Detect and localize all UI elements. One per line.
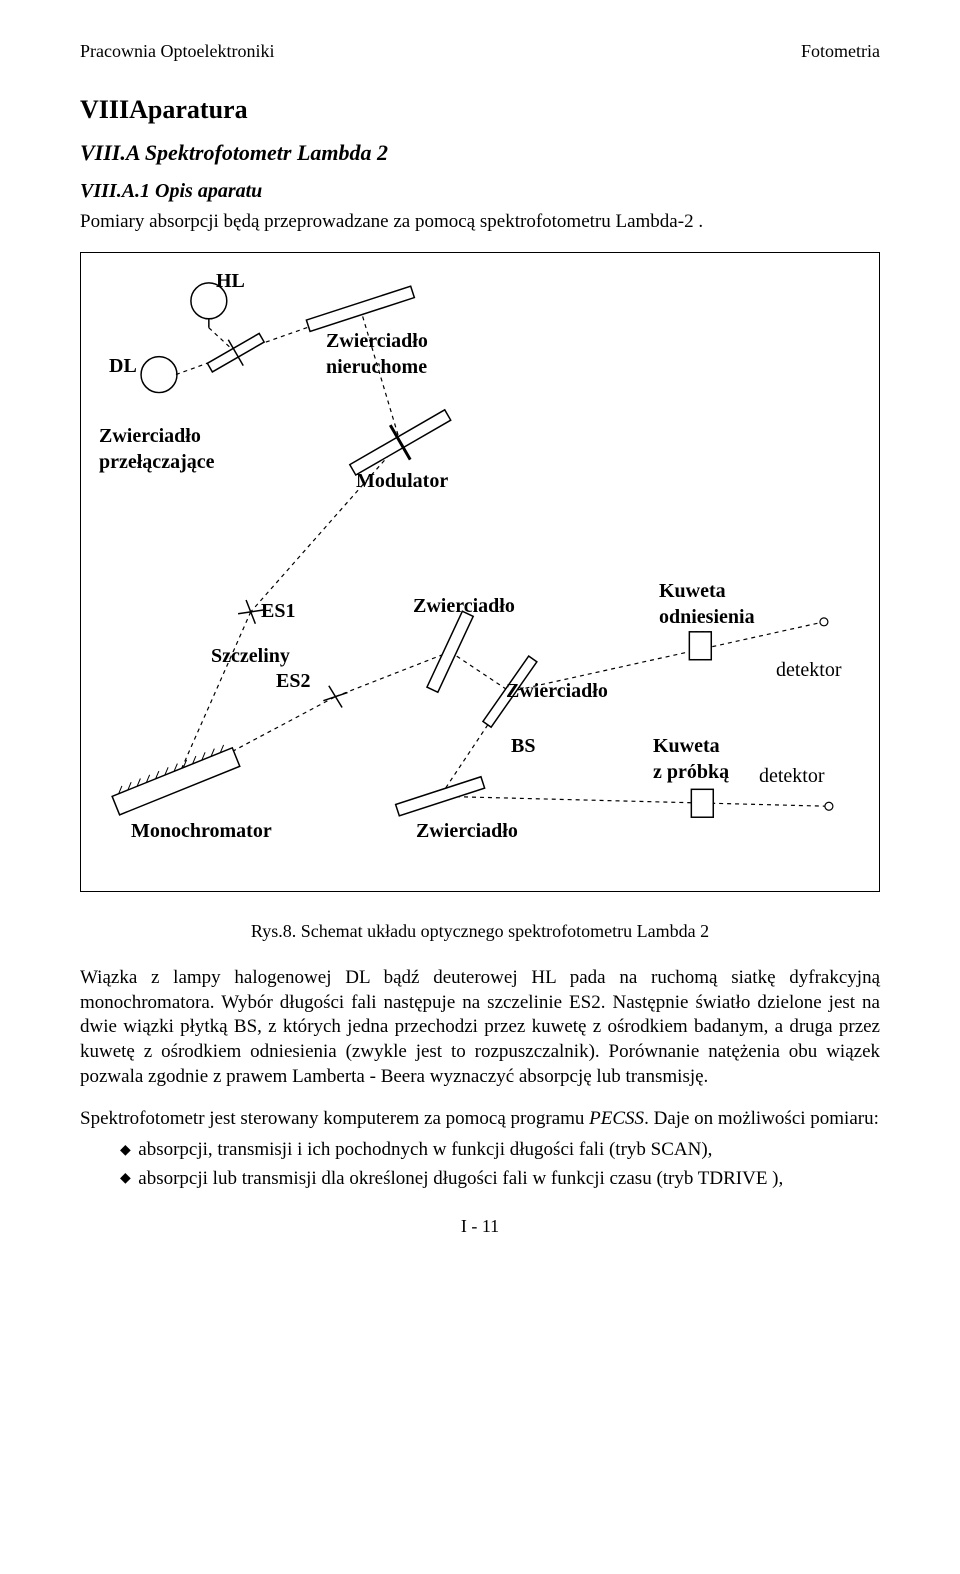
heading-2: VIII.A Spektrofotometr Lambda 2 <box>80 139 880 168</box>
heading-1: VIIIAparatura <box>80 93 880 127</box>
page-header: Pracownia Optoelektroniki Fotometria <box>80 40 880 63</box>
label-kuw-prob: Kuweta z próbką <box>653 733 729 785</box>
header-right: Fotometria <box>801 40 880 63</box>
label-monochromator: Monochromator <box>131 818 272 844</box>
label-det2: detektor <box>759 763 825 789</box>
label-det1: detektor <box>776 657 842 683</box>
para2-pre: Spektrofotometr jest sterowany komputere… <box>80 1108 589 1129</box>
paragraph-2: Spektrofotometr jest sterowany komputere… <box>80 1107 880 1132</box>
label-bs: BS <box>511 733 535 759</box>
intro-paragraph: Pomiary absorpcji będą przeprowadzane za… <box>80 210 880 235</box>
bullet-list: absorpcji, transmisji i ich pochodnych w… <box>80 1138 880 1191</box>
paragraph-1: Wiązka z lampy halogenowej DL bądź deute… <box>80 966 880 1089</box>
label-zw-przel: Zwierciadło przełączające <box>99 423 214 475</box>
label-kuw-odn: Kuweta odniesienia <box>659 578 755 630</box>
list-item: absorpcji lub transmisji dla określonej … <box>120 1167 880 1192</box>
header-left: Pracownia Optoelektroniki <box>80 40 274 63</box>
label-hl: HL <box>216 268 245 294</box>
list-item: absorpcji, transmisji i ich pochodnych w… <box>120 1138 880 1163</box>
label-zw-nieruch: Zwierciadło nieruchome <box>326 328 428 380</box>
optical-diagram: HL DL Zwierciadło nieruchome Zwierciadło… <box>80 252 880 892</box>
label-zw2: Zwierciadło <box>506 678 608 704</box>
para2-post: . Daje on możliwości pomiaru: <box>644 1108 879 1129</box>
label-es2: ES2 <box>276 668 310 694</box>
label-dl: DL <box>109 353 137 379</box>
label-szczeliny: Szczeliny <box>211 643 290 669</box>
label-modulator: Modulator <box>356 468 448 494</box>
label-es1: ES1 <box>261 598 295 624</box>
heading-3: VIII.A.1 Opis aparatu <box>80 178 880 204</box>
diagram-svg <box>81 253 879 891</box>
para2-em: PECSS <box>589 1108 644 1129</box>
page-number: I - 11 <box>80 1215 880 1238</box>
figure-caption: Rys.8. Schemat układu optycznego spektro… <box>80 920 880 943</box>
label-zw3: Zwierciadło <box>416 818 518 844</box>
label-zw1: Zwierciadło <box>413 593 515 619</box>
